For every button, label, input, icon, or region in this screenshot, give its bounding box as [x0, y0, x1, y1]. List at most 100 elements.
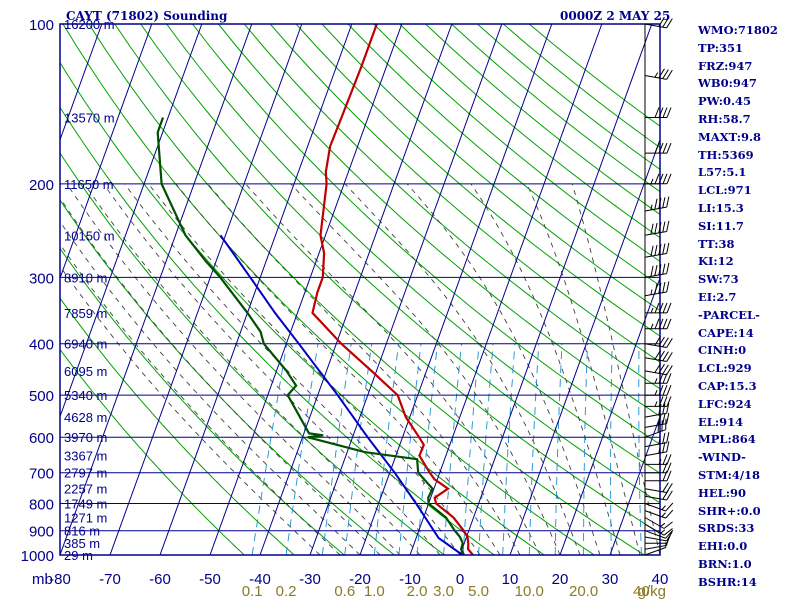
wind-barb — [644, 531, 673, 542]
wind-barb — [644, 402, 670, 418]
index-entry: TT:38 — [698, 236, 735, 251]
moist-adiabat-line — [245, 183, 541, 555]
dry-adiabat-line — [269, 24, 660, 363]
dry-adiabat-line — [60, 348, 245, 555]
index-entry: -WIND- — [698, 450, 746, 465]
plot-frame — [59, 23, 661, 556]
isotherm-line — [159, 24, 353, 555]
index-entry: BSHR:14 — [698, 574, 757, 589]
wind-barb — [644, 418, 667, 438]
mixing-ratio-tick-label: 2.0 — [407, 583, 428, 600]
index-entry: LCL:971 — [698, 183, 752, 198]
index-entry: SHR+:0.0 — [698, 503, 761, 518]
temperature-tick-label: 10 — [502, 571, 519, 588]
dry-adiabats — [60, 24, 660, 555]
index-entry: TH:5369 — [698, 147, 754, 162]
index-entry: TP:351 — [698, 40, 744, 55]
dry-adiabat-line — [218, 24, 660, 417]
temperature-tick-label: 30 — [602, 571, 619, 588]
index-entry: HEL:90 — [698, 485, 746, 500]
chart-traces — [156, 24, 474, 555]
temperature-tick-label: -30 — [299, 571, 321, 588]
index-entry: FRZ:947 — [698, 58, 753, 73]
mixing-ratio-line — [285, 343, 319, 555]
wind-barb — [644, 220, 670, 236]
mixing-ratio-line — [502, 343, 516, 555]
height-label: 2797 m — [64, 466, 107, 481]
index-entry: EL:914 — [698, 414, 744, 429]
moist-adiabat-line — [66, 183, 401, 555]
index-entry: LFC:924 — [698, 396, 752, 411]
height-label: 29 m — [64, 548, 93, 563]
mixing-ratio-tick-label: 0.6 — [334, 583, 355, 600]
wind-barb — [644, 262, 670, 278]
index-entry: STM:4/18 — [698, 467, 761, 482]
pressure-tick-label: 600 — [29, 430, 54, 447]
wind-barb — [644, 517, 673, 529]
wind-barb-column — [644, 17, 674, 556]
mixing-ratio-line — [554, 343, 563, 555]
moist-adiabat-line — [571, 183, 660, 555]
temperature-tick-label: -60 — [149, 571, 171, 588]
wind-barb — [644, 412, 670, 428]
isotherm-line — [109, 24, 303, 555]
dry-adiabat-line — [60, 152, 445, 555]
pressure-unit-label: mb — [32, 571, 53, 588]
dry-adiabat-line — [60, 297, 295, 555]
wind-barb — [645, 454, 672, 465]
wind-barb — [644, 196, 670, 212]
mixing-ratio-tick-label: 40 — [633, 583, 650, 600]
dry-adiabat-line — [166, 24, 660, 474]
parcel-trace — [219, 234, 464, 555]
mixing-ratio-line — [398, 343, 422, 555]
dry-adiabat-line — [60, 199, 395, 555]
temperature-tick-label: -20 — [349, 571, 371, 588]
height-label: 816 m — [64, 524, 100, 539]
index-entry: LI:15.3 — [698, 200, 744, 215]
dry-adiabat-line — [60, 61, 545, 555]
isotherm-line — [509, 138, 660, 555]
height-label: 16200 m — [64, 17, 115, 32]
dry-adiabat-line — [140, 24, 660, 504]
mixing-ratio-unit-label: g/kg — [638, 583, 666, 600]
mixing-ratio-line — [251, 343, 288, 555]
wind-barb — [645, 533, 672, 544]
wind-barb — [645, 173, 672, 185]
wind-barb — [644, 482, 673, 494]
index-entry: SW:73 — [698, 272, 739, 287]
wind-barb — [644, 529, 674, 539]
wind-barb — [644, 441, 670, 457]
moist-adiabat-line — [83, 183, 421, 555]
moist-adiabat-line — [60, 197, 381, 555]
isotherm-line — [60, 24, 253, 555]
temperature-tick-label: -80 — [49, 571, 71, 588]
pressure-tick-label: 1000 — [21, 548, 54, 565]
height-label: 5340 m — [64, 388, 107, 403]
height-label: 1271 m — [64, 511, 107, 526]
index-entry: WMO:71802 — [698, 23, 778, 37]
isotherm-line — [359, 24, 553, 555]
temperature-tick-label: -40 — [249, 571, 271, 588]
mixing-ratio-line — [610, 343, 613, 555]
index-entry: MAXT:9.8 — [698, 129, 761, 144]
index-entry: BRN:1.0 — [698, 556, 752, 571]
wind-barb — [644, 432, 670, 448]
index-entry: MPL:864 — [698, 432, 756, 447]
wind-barb — [644, 17, 673, 29]
height-label: 10150 m — [64, 228, 115, 243]
isotherm-line — [609, 415, 660, 555]
wind-barb — [644, 281, 670, 297]
pressure-tick-label: 500 — [29, 388, 54, 405]
wind-barb — [645, 385, 672, 396]
pressure-tick-label: 300 — [29, 270, 54, 287]
dry-adiabat-line — [373, 24, 660, 263]
index-entry: EI:2.7 — [698, 289, 737, 304]
dry-adiabat-line — [347, 24, 660, 287]
mixing-ratio-tick-label: 0.1 — [242, 583, 263, 600]
isotherm-line — [409, 24, 603, 555]
height-label: 385 m — [64, 536, 100, 551]
pressure-tick-label: 700 — [29, 466, 54, 483]
height-label: 2257 m — [64, 482, 107, 497]
wind-barb — [644, 509, 674, 519]
index-entry: CAPE:14 — [698, 325, 754, 340]
